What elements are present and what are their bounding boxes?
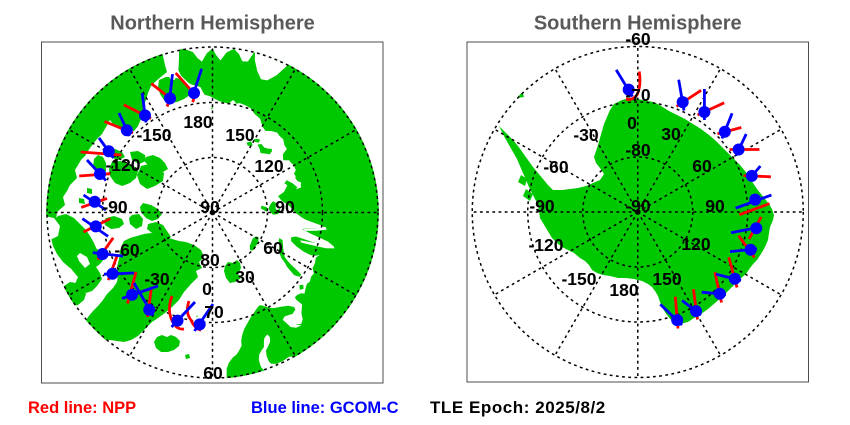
svg-text:TLE Epoch: 2025/8/2: TLE Epoch: 2025/8/2 <box>430 398 606 417</box>
svg-text:-30: -30 <box>573 125 599 145</box>
svg-text:90: 90 <box>705 196 725 216</box>
svg-text:30: 30 <box>235 267 255 287</box>
svg-text:70: 70 <box>204 302 224 322</box>
svg-text:120: 120 <box>254 156 283 176</box>
svg-text:Blue line: GCOM-C: Blue line: GCOM-C <box>251 399 399 417</box>
svg-text:Red line: NPP: Red line: NPP <box>28 399 136 417</box>
svg-text:-60: -60 <box>625 29 651 49</box>
svg-text:-90: -90 <box>102 197 128 217</box>
svg-text:180: 180 <box>183 112 212 132</box>
svg-text:60: 60 <box>692 156 712 176</box>
svg-text:150: 150 <box>652 269 681 289</box>
svg-text:-60: -60 <box>543 157 569 177</box>
svg-text:0: 0 <box>627 113 637 133</box>
svg-text:90: 90 <box>200 197 220 217</box>
svg-text:-60: -60 <box>114 240 140 260</box>
svg-text:-120: -120 <box>105 155 140 175</box>
svg-text:-150: -150 <box>136 125 171 145</box>
svg-text:-150: -150 <box>561 269 596 289</box>
svg-text:Northern Hemisphere: Northern Hemisphere <box>110 13 315 35</box>
svg-text:-30: -30 <box>144 269 170 289</box>
svg-text:Southern Hemisphere: Southern Hemisphere <box>534 13 742 35</box>
svg-text:150: 150 <box>225 125 254 145</box>
svg-text:120: 120 <box>681 234 710 254</box>
svg-text:-90: -90 <box>625 196 651 216</box>
svg-text:-80: -80 <box>625 140 651 160</box>
svg-text:-70: -70 <box>625 85 651 105</box>
svg-text:60: 60 <box>263 238 283 258</box>
svg-text:30: 30 <box>661 124 681 144</box>
svg-text:-90: -90 <box>529 196 555 216</box>
svg-text:180: 180 <box>609 280 638 300</box>
svg-text:0: 0 <box>202 279 212 299</box>
svg-text:80: 80 <box>200 250 220 270</box>
svg-text:-120: -120 <box>528 235 563 255</box>
svg-text:90: 90 <box>275 197 295 217</box>
svg-text:60: 60 <box>203 363 223 383</box>
